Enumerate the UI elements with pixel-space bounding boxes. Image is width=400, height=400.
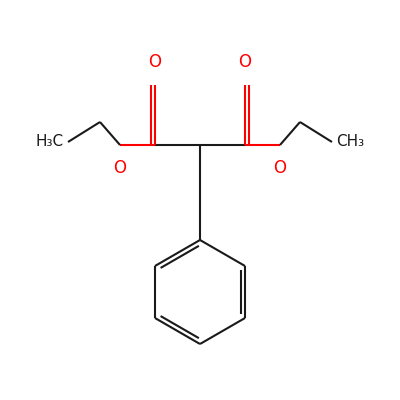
Text: O: O — [274, 159, 286, 177]
Text: O: O — [148, 53, 162, 71]
Text: H₃C: H₃C — [36, 134, 64, 150]
Text: O: O — [238, 53, 252, 71]
Text: CH₃: CH₃ — [336, 134, 364, 150]
Text: O: O — [114, 159, 126, 177]
